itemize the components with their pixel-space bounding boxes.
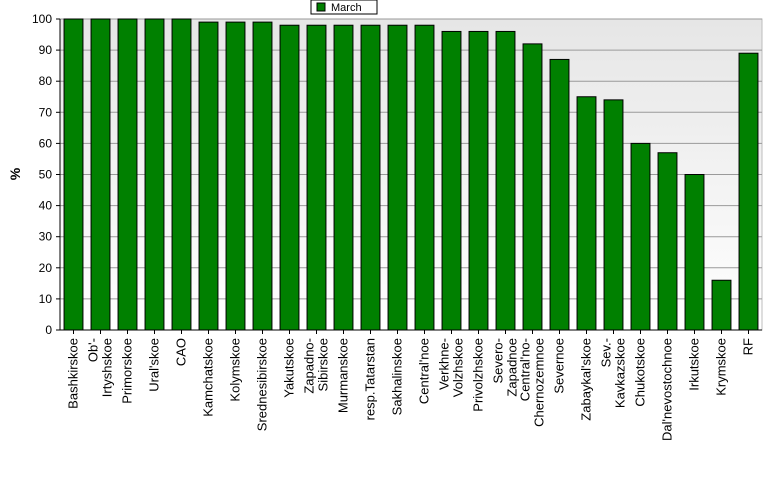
x-tick-label: Dal'nevostochnoe xyxy=(660,338,675,441)
x-tick-label: Central'no- xyxy=(518,338,533,401)
x-tick-label: Yakutskoe xyxy=(282,338,297,398)
x-tick-label: Central'noe xyxy=(417,338,432,404)
bar xyxy=(495,30,516,331)
bar xyxy=(657,152,678,331)
x-tick-label: Zabaykal'skoe xyxy=(579,338,594,421)
x-tick-label: Volzhskoe xyxy=(451,338,466,397)
x-tick-label: Verkhne- xyxy=(437,338,452,390)
y-tick-label: 50 xyxy=(39,168,53,182)
bar xyxy=(549,58,570,331)
x-tick-label: Privolzhskoe xyxy=(471,338,486,412)
x-tick-label: CAO xyxy=(174,338,189,366)
x-tick-label: RF xyxy=(741,338,756,355)
bar xyxy=(576,96,597,331)
bar xyxy=(684,174,705,331)
y-ticks: 0 10 20 30 40 50 60 70 80 90 100 xyxy=(32,12,60,337)
x-tick-label: Chukotskoe xyxy=(633,338,648,407)
x-tick-label: Sakhalinskoe xyxy=(390,338,405,415)
y-tick-label: 0 xyxy=(45,323,52,337)
x-ticks: Bashkirskoe Ob'- Irtyshskoe Primorskoe Ural'… xyxy=(66,330,756,441)
bar xyxy=(414,24,435,331)
x-tick-label: Kamchatskoe xyxy=(201,338,216,417)
y-tick-label: 20 xyxy=(39,261,53,275)
bar xyxy=(711,279,732,331)
x-tick-label: Sev.- xyxy=(599,338,614,367)
x-tick-label: Murmanskoe xyxy=(336,338,351,413)
x-tick-label: Severnoe xyxy=(552,338,567,394)
bar xyxy=(630,142,651,331)
bar xyxy=(171,18,192,331)
bar xyxy=(198,21,219,331)
bar xyxy=(468,30,489,331)
y-tick-label: 70 xyxy=(39,105,53,119)
x-tick-label: Irkutskoe xyxy=(687,338,702,391)
bar xyxy=(252,21,273,331)
x-tick-label: Ural'skoe xyxy=(147,338,162,392)
bars xyxy=(63,18,759,331)
x-tick-label: Srednesibirskoe xyxy=(255,338,270,431)
y-tick-label: 90 xyxy=(39,43,53,57)
y-tick-label: 80 xyxy=(39,74,53,88)
bar xyxy=(522,43,543,331)
bar xyxy=(225,21,246,331)
bar xyxy=(306,24,327,331)
bar xyxy=(738,52,759,331)
legend: March xyxy=(310,0,378,15)
x-tick-label: Kavkazskoe xyxy=(613,338,628,408)
bar xyxy=(90,18,111,331)
bar xyxy=(333,24,354,331)
y-tick-label: 60 xyxy=(39,136,53,150)
x-tick-label: Zapadnoe xyxy=(505,338,520,397)
legend-box xyxy=(310,0,378,15)
bar xyxy=(144,18,165,331)
bar xyxy=(441,30,462,331)
bar xyxy=(360,24,381,331)
bar xyxy=(63,18,84,331)
y-tick-label: 100 xyxy=(32,12,52,26)
x-tick-label: Sibirskoe xyxy=(316,338,331,391)
x-tick-label: Irtyshskoe xyxy=(100,338,115,397)
bar xyxy=(603,99,624,331)
y-axis-label: % xyxy=(7,167,23,180)
y-tick-label: 10 xyxy=(39,292,53,306)
legend-label: March xyxy=(331,2,362,14)
x-tick-label: Primorskoe xyxy=(120,338,135,404)
x-tick-label: Severo- xyxy=(491,338,506,384)
legend-swatch xyxy=(316,2,326,12)
x-tick-label: Chernozemnoe xyxy=(532,338,547,427)
bar xyxy=(117,18,138,331)
bar xyxy=(387,24,408,331)
x-tick-label: Kolymskoe xyxy=(228,338,243,402)
y-tick-label: 40 xyxy=(39,199,53,213)
x-tick-label: Ob'- xyxy=(86,338,101,362)
y-tick-label: 30 xyxy=(39,230,53,244)
x-tick-label: resp.Tatarstan xyxy=(363,338,378,420)
x-tick-label: Krymskoe xyxy=(714,338,729,396)
bar xyxy=(279,24,300,331)
x-tick-label: Bashkirskoe xyxy=(66,338,81,409)
x-tick-label: Zapadno- xyxy=(302,338,317,394)
